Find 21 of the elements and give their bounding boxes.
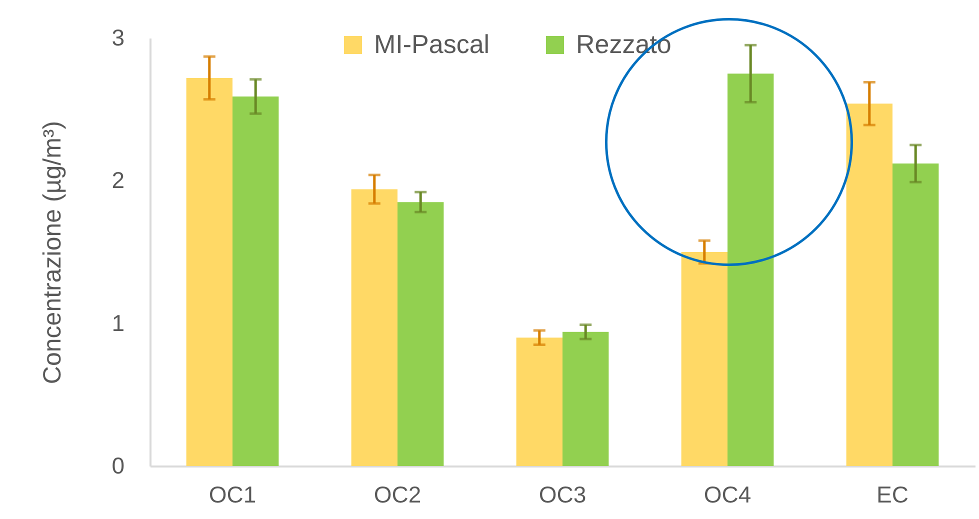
- bar: [351, 189, 398, 466]
- x-tick-label: OC1: [208, 482, 256, 508]
- bar: [398, 202, 444, 466]
- x-tick-label: EC: [876, 482, 908, 508]
- bar: [892, 164, 939, 466]
- bar: [846, 104, 892, 466]
- y-tick-label: 0: [112, 452, 124, 478]
- bar: [562, 332, 609, 466]
- legend-label: MI-Pascal: [374, 29, 490, 59]
- x-tick-label: OC3: [538, 482, 586, 508]
- x-tick-label: OC2: [374, 482, 422, 508]
- bar: [728, 74, 774, 466]
- y-tick-label: 3: [112, 24, 124, 50]
- y-tick-label: 2: [112, 167, 124, 194]
- bar: [681, 252, 728, 466]
- y-tick-label: 1: [112, 310, 124, 336]
- y-axis-title: Concentrazione (µg/m³): [38, 120, 67, 384]
- x-tick-label: OC4: [704, 482, 752, 508]
- bar: [232, 96, 279, 466]
- bar: [186, 78, 232, 466]
- bar: [516, 338, 562, 466]
